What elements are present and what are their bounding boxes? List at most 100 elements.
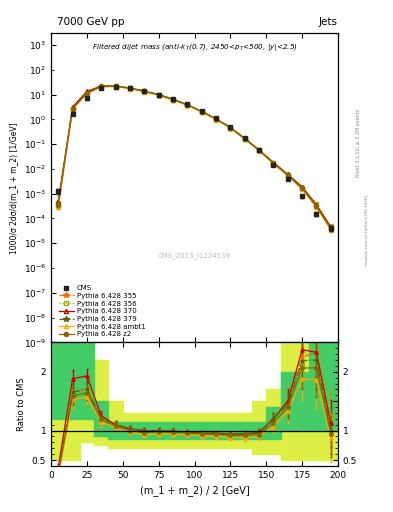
Line: Pythia 6.428 379: Pythia 6.428 379 [56, 84, 333, 230]
Pythia 6.428 356 [128, 85, 132, 91]
Pythia 6.428 z2 [84, 90, 89, 96]
Pythia 6.428 356 [56, 201, 61, 207]
Pythia 6.428 355 [99, 83, 104, 89]
Pythia 6.428 ambt1 [228, 125, 233, 131]
Pythia 6.428 379 [185, 102, 190, 108]
Pythia 6.428 z2 [142, 89, 147, 95]
Pythia 6.428 z2 [242, 136, 247, 142]
Pythia 6.428 ambt1 [113, 83, 118, 90]
Pythia 6.428 355 [228, 124, 233, 131]
Pythia 6.428 379 [271, 160, 276, 166]
Pythia 6.428 355 [128, 85, 132, 91]
Pythia 6.428 z2 [285, 172, 290, 178]
Y-axis label: Ratio to CMS: Ratio to CMS [17, 377, 26, 431]
Pythia 6.428 356 [285, 172, 290, 178]
Pythia 6.428 ambt1 [84, 91, 89, 97]
Pythia 6.428 370 [99, 83, 104, 89]
Pythia 6.428 z2 [128, 85, 132, 91]
Pythia 6.428 ambt1 [199, 109, 204, 115]
Pythia 6.428 356 [171, 97, 175, 103]
Pythia 6.428 z2 [113, 83, 118, 90]
Pythia 6.428 356 [314, 201, 319, 207]
Pythia 6.428 z2 [99, 83, 104, 90]
Pythia 6.428 ambt1 [128, 86, 132, 92]
Line: Pythia 6.428 355: Pythia 6.428 355 [56, 84, 333, 230]
Pythia 6.428 355 [142, 88, 147, 94]
Pythia 6.428 379 [285, 172, 290, 178]
Pythia 6.428 356 [257, 147, 261, 153]
Pythia 6.428 z2 [314, 203, 319, 209]
Pythia 6.428 355 [171, 96, 175, 102]
Pythia 6.428 379 [257, 147, 261, 153]
Pythia 6.428 ambt1 [56, 204, 61, 210]
Pythia 6.428 z2 [271, 160, 276, 166]
Pythia 6.428 356 [214, 116, 219, 122]
Pythia 6.428 z2 [228, 125, 233, 131]
Pythia 6.428 ambt1 [70, 106, 75, 112]
Pythia 6.428 355 [214, 116, 219, 122]
Pythia 6.428 370 [185, 102, 190, 108]
Text: CMS_2013_I1224539: CMS_2013_I1224539 [158, 252, 231, 259]
Pythia 6.428 z2 [70, 105, 75, 112]
Pythia 6.428 355 [156, 92, 161, 98]
Pythia 6.428 z2 [156, 92, 161, 98]
Pythia 6.428 ambt1 [185, 102, 190, 109]
Pythia 6.428 z2 [199, 109, 204, 115]
Pythia 6.428 ambt1 [285, 173, 290, 179]
Pythia 6.428 356 [156, 92, 161, 98]
Pythia 6.428 379 [128, 85, 132, 91]
Pythia 6.428 370 [329, 224, 333, 230]
Pythia 6.428 370 [142, 88, 147, 94]
Pythia 6.428 356 [185, 102, 190, 108]
Pythia 6.428 379 [113, 83, 118, 89]
Pythia 6.428 ambt1 [329, 227, 333, 233]
Pythia 6.428 ambt1 [171, 97, 175, 103]
Pythia 6.428 355 [314, 202, 319, 208]
Pythia 6.428 z2 [214, 116, 219, 122]
Pythia 6.428 355 [199, 109, 204, 115]
Legend: CMS, Pythia 6.428 355, Pythia 6.428 356, Pythia 6.428 370, Pythia 6.428 379, Pyt: CMS, Pythia 6.428 355, Pythia 6.428 356,… [57, 284, 147, 339]
Pythia 6.428 ambt1 [314, 204, 319, 210]
Pythia 6.428 356 [228, 125, 233, 131]
Text: mcplots.cern.ch [arXiv:1306.3436]: mcplots.cern.ch [arXiv:1306.3436] [365, 195, 369, 266]
Pythia 6.428 379 [214, 116, 219, 122]
Pythia 6.428 379 [171, 96, 175, 102]
Pythia 6.428 379 [329, 225, 333, 231]
Pythia 6.428 370 [314, 202, 319, 208]
Pythia 6.428 370 [300, 184, 305, 190]
Pythia 6.428 370 [171, 96, 175, 102]
Pythia 6.428 ambt1 [156, 92, 161, 98]
Text: Jets: Jets [319, 16, 338, 27]
Line: Pythia 6.428 z2: Pythia 6.428 z2 [56, 84, 333, 231]
Pythia 6.428 ambt1 [99, 84, 104, 90]
Pythia 6.428 355 [113, 83, 118, 89]
Pythia 6.428 ambt1 [214, 116, 219, 122]
Pythia 6.428 355 [300, 184, 305, 190]
Pythia 6.428 379 [228, 124, 233, 131]
Pythia 6.428 z2 [329, 226, 333, 232]
Pythia 6.428 356 [84, 90, 89, 96]
Pythia 6.428 ambt1 [257, 148, 261, 154]
Pythia 6.428 ambt1 [142, 89, 147, 95]
Pythia 6.428 370 [271, 160, 276, 166]
Pythia 6.428 379 [199, 109, 204, 115]
Text: Rivet 3.1.10, ≥ 3.2M events: Rivet 3.1.10, ≥ 3.2M events [356, 109, 361, 178]
Pythia 6.428 379 [300, 185, 305, 191]
Pythia 6.428 355 [271, 160, 276, 166]
Line: Pythia 6.428 ambt1: Pythia 6.428 ambt1 [56, 84, 333, 232]
Pythia 6.428 370 [128, 85, 132, 91]
Line: Pythia 6.428 356: Pythia 6.428 356 [56, 84, 333, 228]
Pythia 6.428 356 [99, 83, 104, 90]
Pythia 6.428 370 [113, 83, 118, 89]
Pythia 6.428 370 [257, 147, 261, 153]
Pythia 6.428 356 [271, 160, 276, 166]
Pythia 6.428 355 [70, 105, 75, 112]
Y-axis label: 1000/σ 2dσ/d(m_1 + m_2) [1/GeV]: 1000/σ 2dσ/d(m_1 + m_2) [1/GeV] [9, 122, 18, 253]
Text: Filtered dijet mass (anti-k$_\mathregular{T}$(0.7), 2450<p$_\mathregular{T}$<500: Filtered dijet mass (anti-k$_\mathregula… [92, 41, 298, 53]
Pythia 6.428 356 [300, 185, 305, 191]
Pythia 6.428 379 [84, 90, 89, 96]
Line: Pythia 6.428 370: Pythia 6.428 370 [56, 84, 333, 229]
Pythia 6.428 ambt1 [300, 186, 305, 193]
Pythia 6.428 370 [70, 104, 75, 110]
Pythia 6.428 355 [329, 225, 333, 231]
